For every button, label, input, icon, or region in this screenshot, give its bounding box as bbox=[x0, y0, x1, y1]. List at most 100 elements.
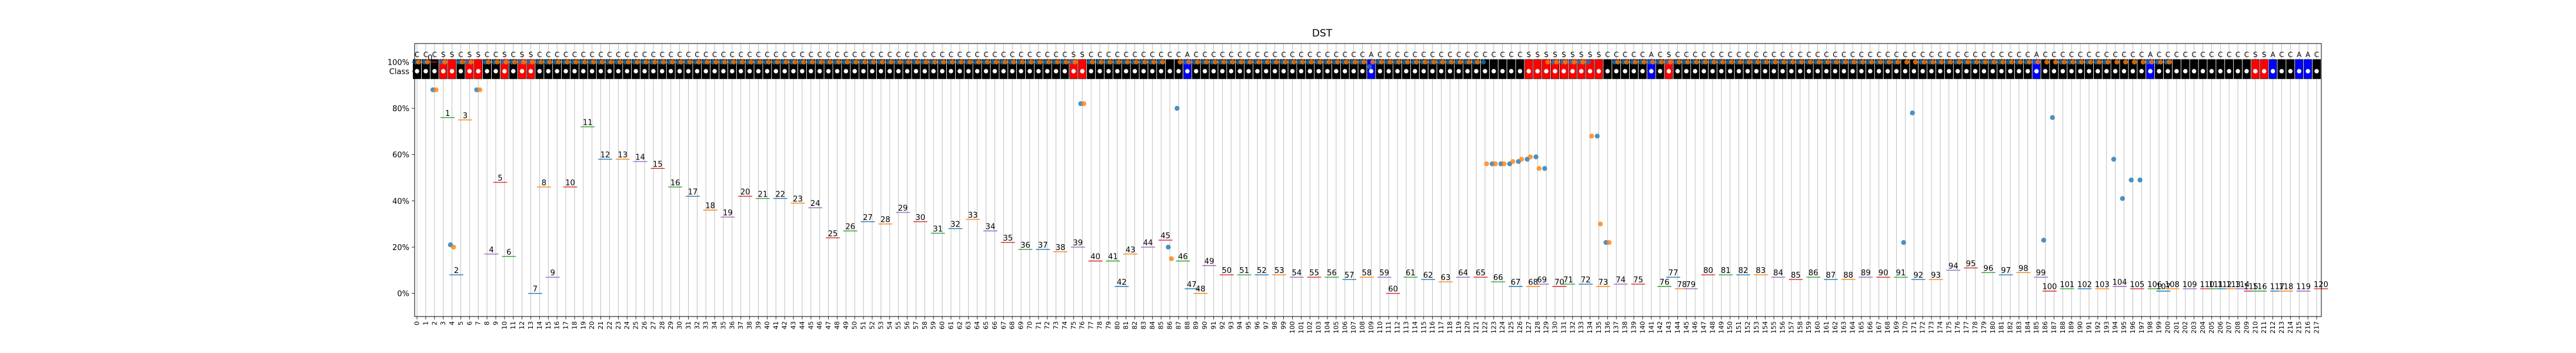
cluster-label: 83 bbox=[1756, 267, 1766, 275]
class-dot bbox=[1920, 69, 1925, 74]
class-dot bbox=[502, 69, 507, 74]
data-point bbox=[1711, 59, 1716, 64]
class-dot bbox=[1229, 69, 1234, 74]
x-tick-label: 70 bbox=[1026, 321, 1033, 329]
data-point bbox=[1528, 154, 1533, 159]
x-tick-label: 197 bbox=[2138, 321, 2145, 334]
class-dot bbox=[1518, 69, 1523, 74]
class-letter: S bbox=[502, 51, 507, 59]
cluster-label: 64 bbox=[1458, 269, 1468, 278]
class-dot bbox=[546, 69, 551, 74]
class-letter: C bbox=[1141, 51, 1146, 59]
class-dot bbox=[2017, 69, 2021, 74]
cluster-label: 60 bbox=[1388, 285, 1398, 294]
cluster-label: 108 bbox=[2165, 281, 2180, 289]
class-dot bbox=[1824, 69, 1829, 74]
x-tick-label: 128 bbox=[1534, 321, 1541, 334]
class-dot bbox=[1553, 69, 1557, 74]
cluster-label: 25 bbox=[828, 229, 838, 238]
x-tick-label: 35 bbox=[719, 321, 727, 329]
class-dot bbox=[1159, 69, 1163, 74]
class-letter: C bbox=[1491, 51, 1496, 59]
class-letter: C bbox=[563, 51, 568, 59]
data-point bbox=[731, 59, 736, 64]
class-dot bbox=[2280, 69, 2284, 74]
class-dot bbox=[1719, 69, 1724, 74]
x-tick-label: 47 bbox=[825, 321, 832, 329]
data-point bbox=[1367, 64, 1372, 69]
class-dot bbox=[1737, 69, 1741, 74]
data-point bbox=[1931, 59, 1936, 64]
class-dot bbox=[800, 69, 805, 74]
x-tick-label: 212 bbox=[2269, 321, 2277, 334]
class-letter: C bbox=[1868, 51, 1873, 59]
class-dot bbox=[870, 69, 875, 74]
class-letter: C bbox=[992, 51, 997, 59]
y-tick-label: 80% bbox=[392, 105, 409, 114]
class-letter: C bbox=[2051, 51, 2056, 59]
x-tick-label: 80 bbox=[1113, 321, 1121, 329]
class-letter: C bbox=[940, 51, 945, 59]
x-tick-label: 28 bbox=[658, 321, 666, 329]
class-letter: S bbox=[1588, 51, 1593, 59]
x-tick-label: 100 bbox=[1289, 321, 1296, 334]
class-letter: C bbox=[1824, 51, 1828, 59]
x-tick-label: 40 bbox=[763, 321, 771, 329]
data-point bbox=[451, 245, 456, 249]
class-letter: C bbox=[1062, 51, 1067, 59]
x-tick-label: 43 bbox=[790, 321, 798, 329]
class-letter: C bbox=[2174, 51, 2179, 59]
x-tick-label: 178 bbox=[1971, 321, 1979, 334]
x-tick-label: 132 bbox=[1569, 321, 1576, 334]
x-tick-label: 109 bbox=[1367, 321, 1375, 334]
cluster-label: 41 bbox=[1108, 253, 1118, 262]
x-tick-label: 5 bbox=[457, 321, 465, 325]
x-tick-label: 133 bbox=[1577, 321, 1585, 334]
x-tick-label: 71 bbox=[1035, 321, 1042, 329]
cluster-label: 7 bbox=[533, 285, 538, 294]
x-tick-label: 58 bbox=[921, 321, 929, 329]
chart-title: DST bbox=[1312, 28, 1333, 39]
class-letter: C bbox=[1202, 51, 1207, 59]
data-point bbox=[1335, 59, 1340, 64]
x-tick-label: 22 bbox=[606, 321, 613, 329]
x-tick-label: 123 bbox=[1490, 321, 1497, 334]
cluster-label: 3 bbox=[463, 112, 468, 121]
cluster-label: 77 bbox=[1669, 269, 1679, 278]
class-letter: C bbox=[949, 51, 953, 59]
x-tick-label: 23 bbox=[615, 321, 622, 329]
class-dot bbox=[1640, 69, 1645, 74]
x-tick-label: 3 bbox=[439, 321, 447, 325]
class-letter: C bbox=[581, 51, 586, 59]
class-dot bbox=[1877, 69, 1881, 74]
data-point bbox=[1948, 59, 1953, 64]
cluster-label: 32 bbox=[950, 221, 960, 229]
x-tick-label: 167 bbox=[1875, 321, 1883, 334]
data-point bbox=[1493, 161, 1497, 166]
data-point bbox=[924, 59, 929, 64]
cluster-label: 34 bbox=[986, 223, 996, 232]
class-letter: C bbox=[1386, 51, 1391, 59]
cluster-label: 82 bbox=[1739, 267, 1749, 275]
class-letter: C bbox=[975, 51, 979, 59]
data-point bbox=[1370, 59, 1375, 64]
data-point bbox=[1166, 245, 1170, 249]
class-letter: C bbox=[1264, 51, 1269, 59]
cluster-label: 1 bbox=[445, 109, 450, 118]
cluster-label: 40 bbox=[1090, 253, 1100, 262]
class-letter: S bbox=[2262, 51, 2267, 59]
data-point bbox=[1782, 59, 1787, 64]
class-dot bbox=[931, 69, 936, 74]
data-point bbox=[1169, 256, 1174, 261]
x-tick-label: 55 bbox=[895, 321, 902, 329]
class-dot bbox=[529, 69, 533, 74]
x-tick-label: 181 bbox=[1998, 321, 2006, 334]
class-letter: C bbox=[2026, 51, 2030, 59]
class-dot bbox=[1536, 69, 1540, 74]
class-dot bbox=[765, 69, 770, 74]
x-tick-label: 144 bbox=[1674, 321, 1681, 334]
class-dot bbox=[2052, 69, 2057, 74]
class-dot bbox=[2131, 69, 2135, 74]
x-tick-label: 6 bbox=[466, 321, 473, 325]
x-tick-label: 45 bbox=[807, 321, 815, 329]
